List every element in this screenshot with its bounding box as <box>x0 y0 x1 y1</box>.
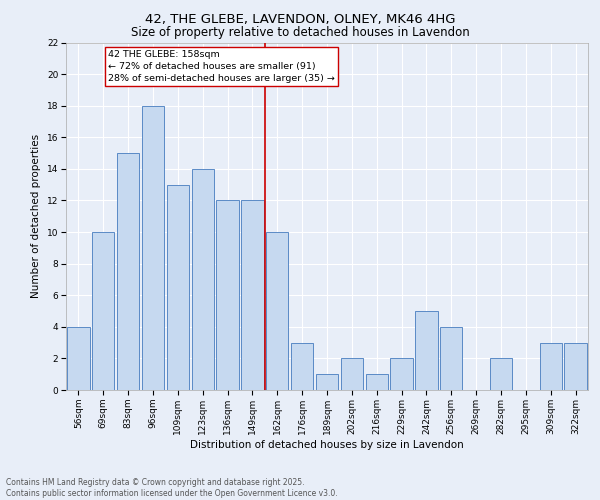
Y-axis label: Number of detached properties: Number of detached properties <box>31 134 41 298</box>
Text: Contains HM Land Registry data © Crown copyright and database right 2025.
Contai: Contains HM Land Registry data © Crown c… <box>6 478 338 498</box>
Bar <box>142 106 164 390</box>
Bar <box>117 153 139 390</box>
Bar <box>191 169 214 390</box>
Text: Size of property relative to detached houses in Lavendon: Size of property relative to detached ho… <box>131 26 469 39</box>
Bar <box>167 184 189 390</box>
Bar <box>67 327 89 390</box>
Bar <box>565 342 587 390</box>
Text: 42 THE GLEBE: 158sqm
← 72% of detached houses are smaller (91)
28% of semi-detac: 42 THE GLEBE: 158sqm ← 72% of detached h… <box>108 50 335 83</box>
Bar <box>316 374 338 390</box>
Bar <box>92 232 115 390</box>
Bar <box>241 200 263 390</box>
Bar <box>266 232 289 390</box>
Bar <box>291 342 313 390</box>
Bar <box>217 200 239 390</box>
Bar <box>391 358 413 390</box>
X-axis label: Distribution of detached houses by size in Lavendon: Distribution of detached houses by size … <box>190 440 464 450</box>
Bar <box>341 358 363 390</box>
Bar <box>490 358 512 390</box>
Bar <box>415 311 437 390</box>
Bar <box>365 374 388 390</box>
Bar <box>539 342 562 390</box>
Bar <box>440 327 463 390</box>
Text: 42, THE GLEBE, LAVENDON, OLNEY, MK46 4HG: 42, THE GLEBE, LAVENDON, OLNEY, MK46 4HG <box>145 12 455 26</box>
